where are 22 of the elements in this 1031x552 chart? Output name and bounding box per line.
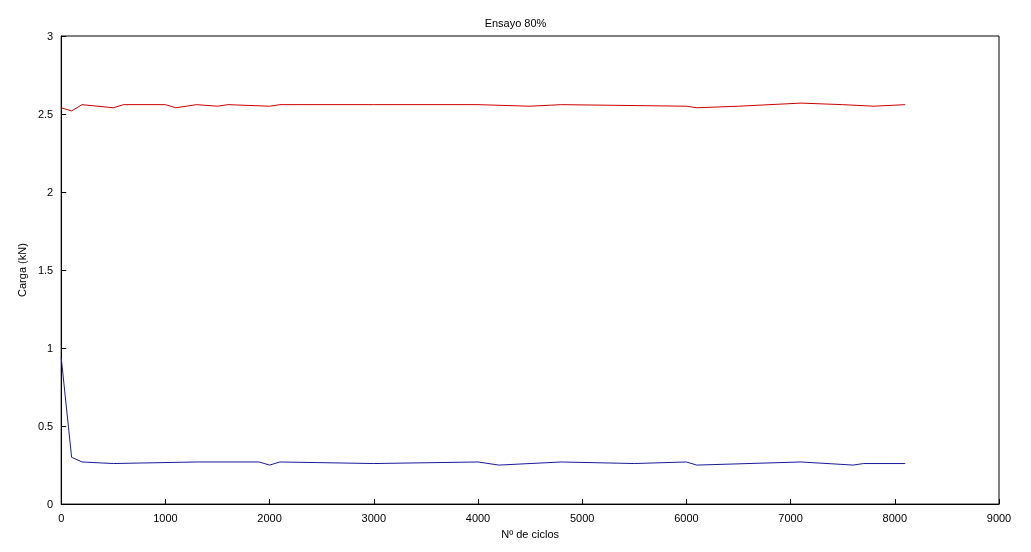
y-tick-label: 0 xyxy=(47,498,54,511)
y-tick-label: 1.5 xyxy=(37,264,54,277)
x-axis-title: Nº de ciclos xyxy=(501,527,560,540)
y-axis-title: Carga (kN) xyxy=(15,243,28,297)
x-tick-label: 8000 xyxy=(882,511,908,524)
x-tick-label: 4000 xyxy=(465,511,491,524)
y-tick-label: 1 xyxy=(47,342,54,355)
y-tick-label: 2 xyxy=(47,186,54,199)
y-tick-label: 0.5 xyxy=(37,420,54,433)
x-tick-label: 9000 xyxy=(986,511,1012,524)
chart-title: Ensayo 80% xyxy=(484,16,547,29)
x-tick-label: 1000 xyxy=(153,511,178,524)
line-series xyxy=(60,356,906,466)
line-series xyxy=(60,102,906,112)
x-tick-label: 6000 xyxy=(674,511,699,524)
x-tick-label: 3000 xyxy=(361,511,387,524)
y-tick-label: 2.5 xyxy=(37,108,54,121)
y-tick-label: 3 xyxy=(47,30,54,42)
x-tick-label: 0 xyxy=(58,511,65,524)
x-tick-label: 5000 xyxy=(569,511,595,524)
x-tick-label: 7000 xyxy=(778,511,803,524)
x-tick-label: 2000 xyxy=(257,511,282,524)
